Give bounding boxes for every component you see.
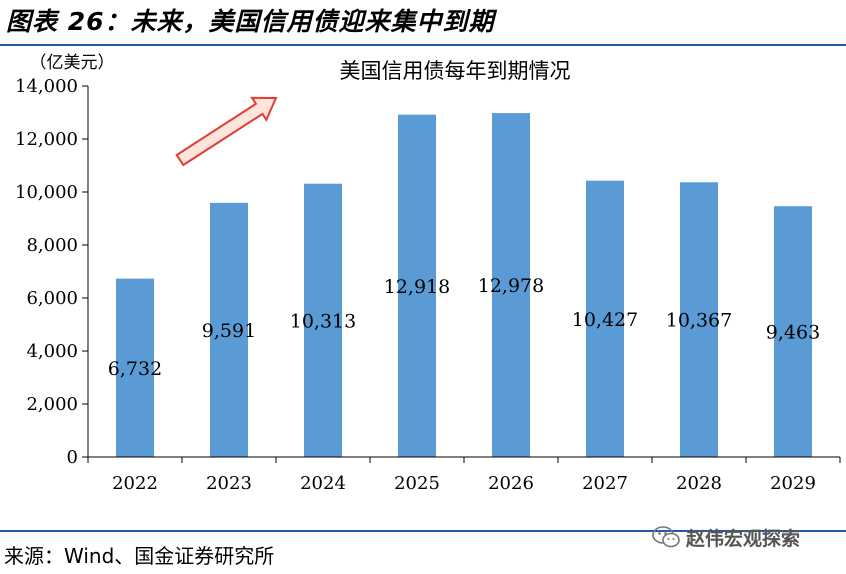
trend-arrow-icon xyxy=(175,96,278,167)
x-tick-label: 2027 xyxy=(582,473,628,494)
top-rule xyxy=(0,44,846,46)
y-tick-label: 8,000 xyxy=(26,235,78,256)
source-note: 来源：Wind、国金证券研究所 xyxy=(4,544,275,568)
bottom-rule xyxy=(0,530,846,532)
bar-2022 xyxy=(116,278,154,457)
x-tick-label: 2023 xyxy=(206,473,252,494)
wechat-icon xyxy=(652,526,680,548)
bar-2025 xyxy=(398,114,436,457)
y-axis-unit-label: （亿美元） xyxy=(30,53,115,73)
data-labels: 6,732 9,591 10,313 12,918 12,978 10,427 10,367… xyxy=(108,275,820,380)
bar-2024 xyxy=(304,183,342,457)
x-tick-label: 2029 xyxy=(770,473,816,494)
y-tick-label: 4,000 xyxy=(26,341,78,362)
chart-title: 美国信用债每年到期情况 xyxy=(340,59,571,83)
x-tick-label: 2025 xyxy=(394,473,440,494)
watermark: 赵伟宏观探索 xyxy=(652,524,800,550)
bar-2023 xyxy=(210,202,248,457)
data-label-2028: 10,367 xyxy=(666,310,732,332)
bar-2027 xyxy=(586,180,624,457)
x-tick-label: 2026 xyxy=(488,473,534,494)
y-tick-label: 6,000 xyxy=(26,288,78,309)
y-tick-label: 2,000 xyxy=(26,394,78,415)
figure-title: 图表 26：未来，美国信用债迎来集中到期 xyxy=(6,7,495,36)
watermark-text: 赵伟宏观探索 xyxy=(686,527,801,550)
bar-2026 xyxy=(492,113,530,457)
data-label-2022: 6,732 xyxy=(108,358,162,380)
y-axis: 0 2,000 4,000 6,000 8,000 10,000 12,000 14,000 xyxy=(15,76,89,468)
data-label-2027: 10,427 xyxy=(572,309,638,331)
x-tick-label: 2028 xyxy=(676,473,722,494)
data-label-2025: 12,918 xyxy=(384,276,450,298)
bar-2028 xyxy=(680,182,718,457)
y-tick-label: 14,000 xyxy=(15,76,78,97)
y-tick-label: 12,000 xyxy=(15,129,78,150)
data-label-2024: 10,313 xyxy=(290,310,356,332)
data-label-2023: 9,591 xyxy=(202,320,256,342)
x-axis: 2022 2023 2024 2025 2026 2027 2028 2029 xyxy=(87,456,841,494)
x-tick-label: 2022 xyxy=(112,473,158,494)
bar-chart: 美国信用债每年到期情况 （亿美元） 0 2,000 4,000 6,000 8,000 1… xyxy=(15,53,841,494)
data-label-2029: 9,463 xyxy=(766,322,820,344)
y-tick-label: 10,000 xyxy=(15,182,78,203)
bars xyxy=(116,113,812,457)
x-tick-label: 2024 xyxy=(300,473,346,494)
data-label-2026: 12,978 xyxy=(478,275,544,297)
bar-2029 xyxy=(774,206,812,457)
y-tick-label: 0 xyxy=(67,447,78,468)
